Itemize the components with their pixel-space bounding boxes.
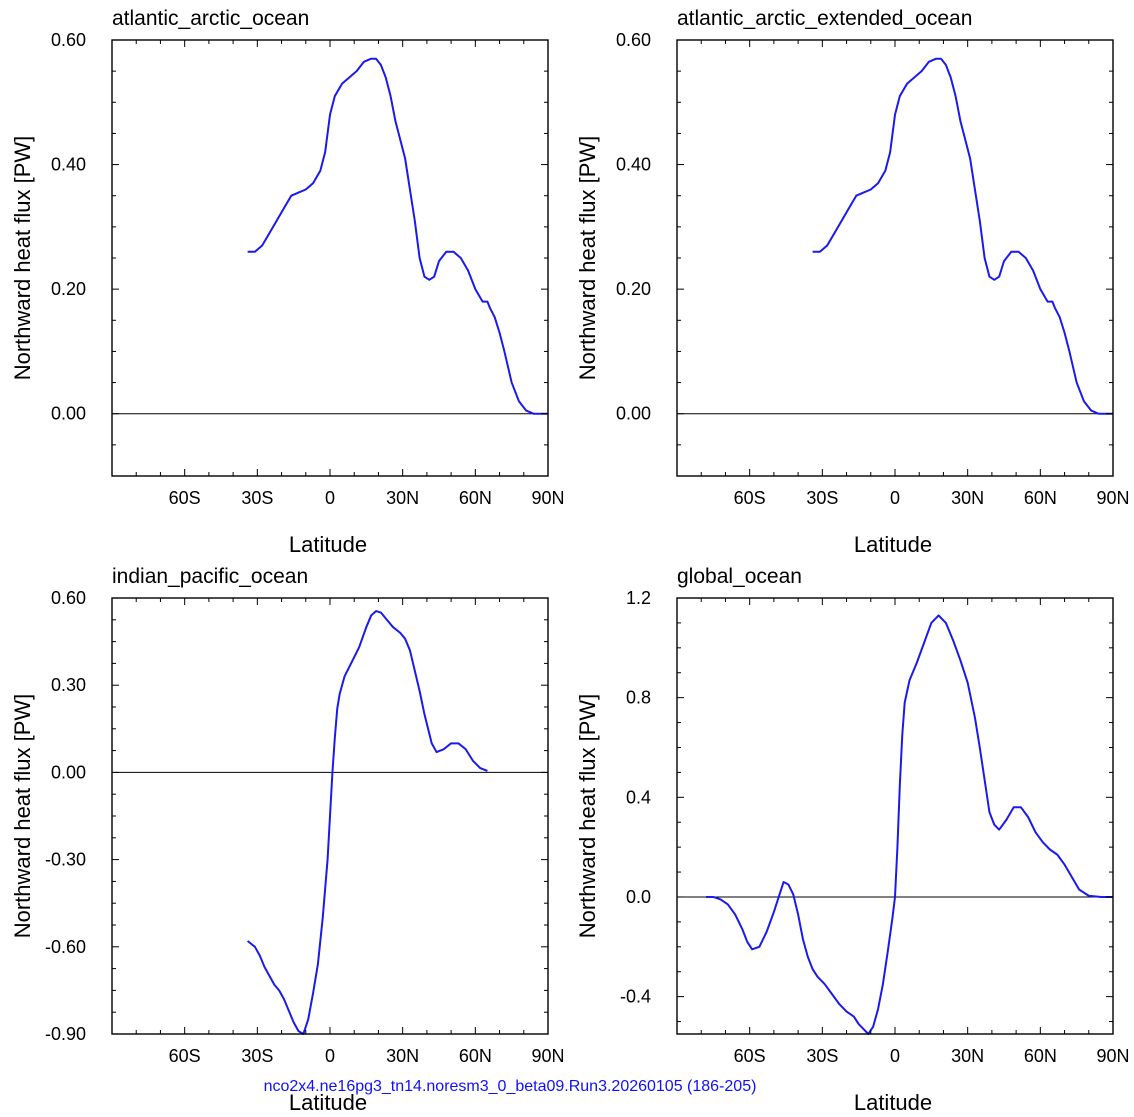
y-tick-label: 0.00 xyxy=(616,404,651,424)
x-tick-label: 30N xyxy=(951,1046,984,1066)
x-tick-label: 30S xyxy=(241,488,273,508)
x-axis-label: Latitude xyxy=(854,532,932,557)
y-axis-label: Northward heat flux [PW] xyxy=(575,694,600,939)
x-tick-label: 0 xyxy=(325,1046,335,1066)
panel-title: global_ocean xyxy=(677,565,802,588)
y-axis-label: Northward heat flux [PW] xyxy=(575,136,600,381)
plot-frame xyxy=(676,39,1114,477)
x-tick-label: 0 xyxy=(325,488,335,508)
x-tick-label: 30N xyxy=(951,488,984,508)
y-tick-label: 0.4 xyxy=(626,787,651,807)
chart-panel-1: 60S 30S 0 30N 60N 90N 0.60 0.40 0.20 0.00 atlantic… xyxy=(10,7,565,557)
y-tick-label: 0.0 xyxy=(626,887,651,907)
panel-title: atlantic_arctic_ocean xyxy=(112,7,309,30)
y-tick-label: 0.30 xyxy=(51,675,86,695)
plot-frame xyxy=(676,597,1114,1035)
x-tick-label: 60S xyxy=(169,488,201,508)
y-tick-label: 0.00 xyxy=(51,404,86,424)
x-tick-label: 90N xyxy=(531,488,564,508)
y-axis-label: Northward heat flux [PW] xyxy=(10,136,35,381)
x-tick-label: 60N xyxy=(1024,488,1057,508)
x-axis-label: Latitude xyxy=(289,1090,367,1115)
x-tick-label: 90N xyxy=(531,1046,564,1066)
y-tick-label: -0.4 xyxy=(620,987,651,1007)
x-tick-label: 60S xyxy=(734,488,766,508)
y-tick-label: 0.8 xyxy=(626,688,651,708)
data-series-line-1 xyxy=(247,610,488,1035)
panel-title: atlantic_arctic_extended_ocean xyxy=(677,7,972,30)
y-tick-label: 0.40 xyxy=(51,155,86,175)
x-tick-label: 30N xyxy=(386,1046,419,1066)
x-tick-label: 30S xyxy=(241,1046,273,1066)
y-tick-label: 1.2 xyxy=(626,588,651,608)
y-tick-label: 0.60 xyxy=(51,30,86,50)
x-tick-label: 60N xyxy=(1024,1046,1057,1066)
plot-frame xyxy=(111,39,549,477)
x-tick-label: 60S xyxy=(734,1046,766,1066)
x-tick-label: 0 xyxy=(890,488,900,508)
x-tick-label: 60N xyxy=(459,1046,492,1066)
y-tick-label: -0.60 xyxy=(45,937,86,957)
x-tick-label: 90N xyxy=(1096,1046,1129,1066)
x-tick-label: 90N xyxy=(1096,488,1129,508)
y-tick-label: 0.60 xyxy=(51,588,86,608)
y-tick-label: 0.60 xyxy=(616,30,651,50)
data-series-line-1 xyxy=(812,57,1113,415)
y-tick-label: -0.90 xyxy=(45,1024,86,1044)
chart-panel-4: 60S 30S 0 30N 60N 90N 1.2 0.8 0.4 0.0 -0.4 global_o… xyxy=(575,565,1130,1115)
data-series-line-1 xyxy=(247,57,548,415)
x-tick-label: 60S xyxy=(169,1046,201,1066)
panel-title: indian_pacific_ocean xyxy=(112,565,308,588)
x-tick-label: 60N xyxy=(459,488,492,508)
x-axis-label: Latitude xyxy=(854,1090,932,1115)
x-axis-label: Latitude xyxy=(289,532,367,557)
y-tick-label: 0.20 xyxy=(51,279,86,299)
footer-caption: nco2x4.ne16pg3_tn14.noresm3_0_beta09.Run… xyxy=(263,1078,757,1095)
y-tick-label: -0.30 xyxy=(45,850,86,870)
x-tick-label: 30S xyxy=(806,488,838,508)
y-tick-label: 0.20 xyxy=(616,279,651,299)
x-tick-label: 0 xyxy=(890,1046,900,1066)
chart-panel-2: 60S 30S 0 30N 60N 90N 0.60 0.40 0.20 0.00 atlantic… xyxy=(575,7,1130,557)
data-series-line-1 xyxy=(706,614,1113,1035)
x-tick-label: 30S xyxy=(806,1046,838,1066)
y-axis-label: Northward heat flux [PW] xyxy=(10,694,35,939)
chart-panel-3: 60S 30S 0 30N 60N 90N 0.60 0.30 0.00 -0.30 -0.60 -0… xyxy=(10,565,565,1115)
y-tick-label: 0.40 xyxy=(616,155,651,175)
y-tick-label: 0.00 xyxy=(51,762,86,782)
x-tick-label: 30N xyxy=(386,488,419,508)
